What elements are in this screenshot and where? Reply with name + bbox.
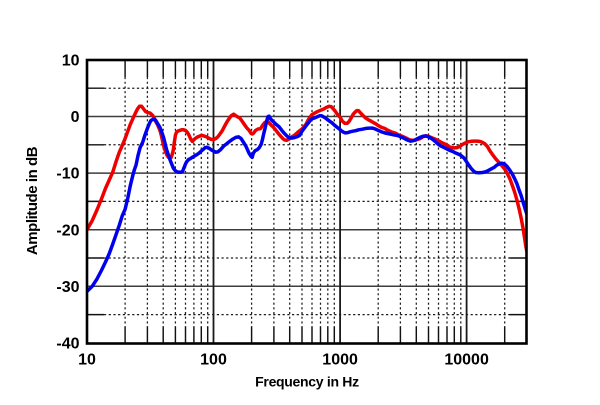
svg-text:100: 100 xyxy=(200,351,227,368)
svg-text:10: 10 xyxy=(78,351,96,368)
svg-text:-40: -40 xyxy=(56,336,79,353)
svg-text:10: 10 xyxy=(62,53,80,70)
svg-text:Frequency in Hz: Frequency in Hz xyxy=(255,374,359,390)
svg-text:-10: -10 xyxy=(56,166,79,183)
svg-text:-20: -20 xyxy=(56,222,79,239)
svg-text:Amplitude in dB: Amplitude in dB xyxy=(24,146,41,255)
svg-text:0: 0 xyxy=(71,109,80,126)
svg-text:10000: 10000 xyxy=(444,351,489,368)
svg-text:1000: 1000 xyxy=(322,351,358,368)
svg-text:-30: -30 xyxy=(56,279,79,296)
